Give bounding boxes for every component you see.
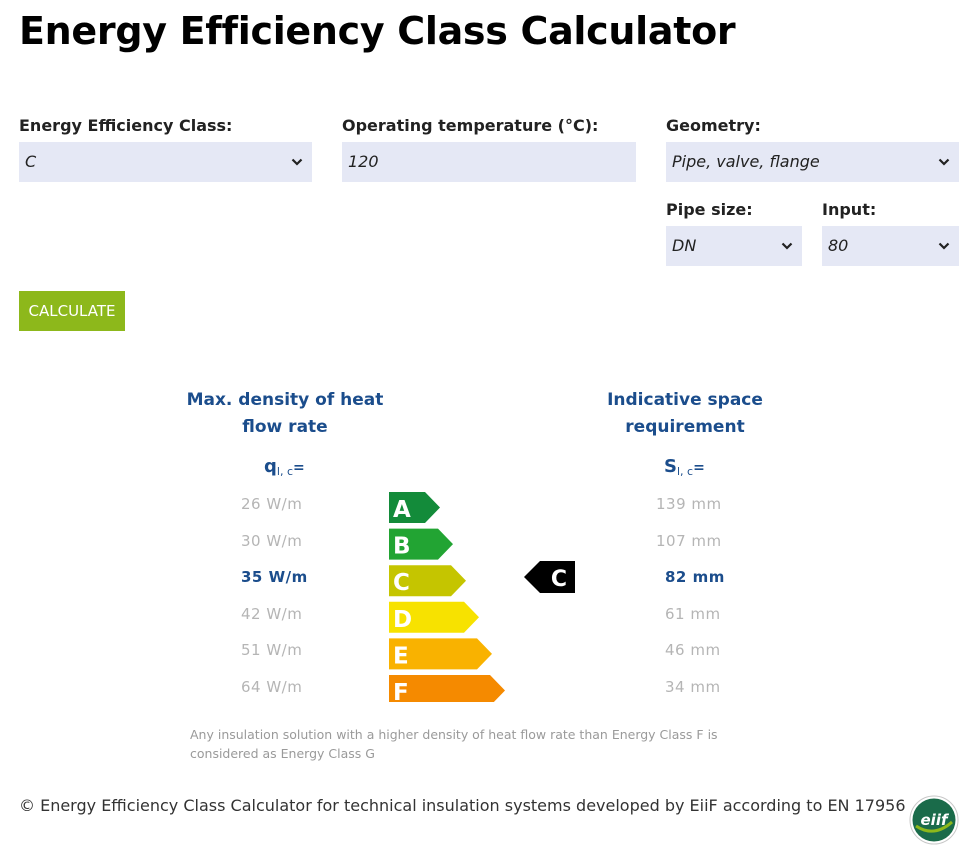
input-select-value: 80 [828,236,849,255]
geometry-select[interactable]: Pipe, valve, flange [666,142,959,182]
heat-flow-heading-line2: flow rate [242,417,328,437]
energy-bar-b [389,528,453,560]
space-value-d: 61 mm [665,604,721,623]
heat-flow-value-c: 35 W/m [241,568,308,587]
energy-bar-a [389,492,440,523]
chevron-down-icon [290,142,304,182]
energy-bar-label-c: C [393,570,410,596]
energy-bar-label-e: E [393,643,409,669]
marker-arrow-shape [524,561,575,593]
heat-flow-heading: Max. density of heat flow rate [180,387,390,441]
heat-flow-value-b: 30 W/m [241,531,303,550]
energy-bar-c [389,565,466,597]
class-g-note: Any insulation solution with a higher de… [190,727,718,761]
active-class-marker: C [524,561,575,593]
energy-bar-label-b: B [393,534,411,560]
space-value-e: 46 mm [665,641,721,660]
heat-flow-symbol: ql, c= [264,456,305,478]
heat-flow-value-e: 51 W/m [241,641,303,660]
input-select[interactable]: 80 [822,226,959,266]
space-heading-line1: Indicative space [607,390,763,410]
space-value-c: 82 mm [665,568,725,587]
class-select-value: C [25,152,37,171]
temperature-label: Operating temperature (°C): [342,116,599,135]
space-value-f: 34 mm [665,678,721,696]
chevron-down-icon [780,226,794,266]
logo-text: eiif [921,811,950,829]
heat-flow-heading-line1: Max. density of heat [186,390,384,410]
space-value-b: 107 mm [656,531,722,550]
page-title: Energy Efficiency Class Calculator [19,9,736,53]
heat-flow-value-f: 64 W/m [241,678,303,696]
temperature-input[interactable]: 120 [342,142,636,182]
chevron-down-icon [937,226,951,266]
geometry-label: Geometry: [666,116,761,135]
space-value-a: 139 mm [656,495,722,513]
heat-flow-value-d: 42 W/m [241,604,303,623]
space-heading-line2: requirement [625,417,745,437]
space-symbol: Sl, c= [664,456,705,478]
pipe-size-label: Pipe size: [666,200,753,219]
class-select[interactable]: C [19,142,312,182]
energy-bar-d [389,601,479,633]
class-label: Energy Efficiency Class: [19,116,233,135]
calculate-button[interactable]: CALCULATE [19,291,125,331]
energy-bar-label-f: F [393,680,409,702]
footer-copyright: © Energy Efficiency Class Calculator for… [19,796,906,815]
energy-bar-label-a: A [393,497,411,523]
space-heading: Indicative space requirement [590,387,780,441]
energy-bar-e [389,638,492,670]
energy-bar-label-d: D [393,607,412,633]
eiif-logo[interactable]: eiif [908,794,960,846]
chevron-down-icon [937,142,951,182]
heat-flow-value-a: 26 W/m [241,495,303,513]
energy-bar-f [389,675,505,702]
geometry-select-value: Pipe, valve, flange [672,152,820,171]
marker-class-letter: C [551,567,567,592]
pipe-size-select-value: DN [672,236,697,255]
input-label: Input: [822,200,877,219]
pipe-size-select[interactable]: DN [666,226,802,266]
